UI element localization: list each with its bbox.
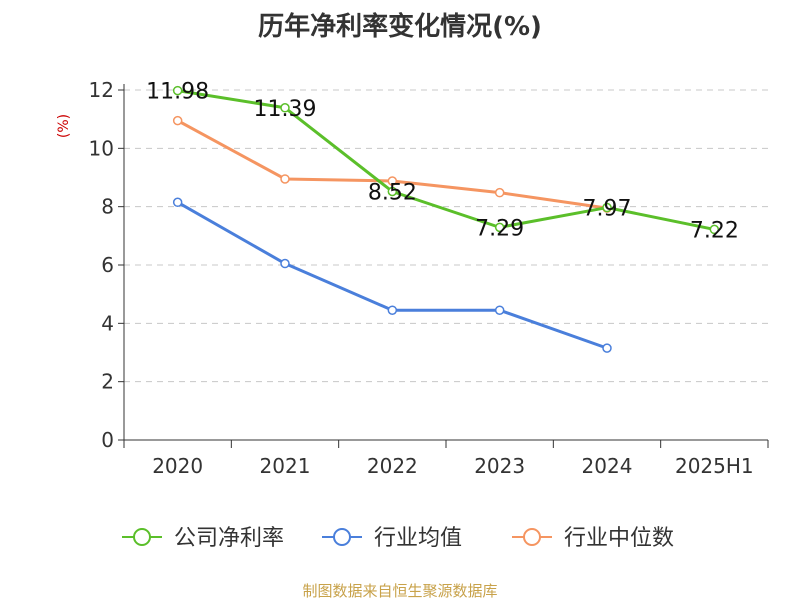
legend-item[interactable]: 行业中位数 [512, 526, 674, 551]
legend-label: 行业均值 [374, 526, 462, 551]
legend-item[interactable]: 公司净利率 [122, 526, 284, 551]
series-layer [172, 85, 720, 353]
data-labels: 11.98 11.39 8.52 7.29 7.97 7.22 [146, 80, 739, 244]
legend-marker [133, 528, 151, 546]
source-note: 制图数据来自恒生聚源数据库 [302, 582, 497, 600]
data-point[interactable] [602, 202, 612, 213]
data-label: 7.29 [475, 216, 524, 241]
data-point[interactable] [172, 197, 183, 208]
y-axis-label: (%) [56, 114, 72, 138]
legend-item[interactable]: 行业均值 [322, 526, 462, 551]
data-point[interactable] [602, 343, 612, 353]
series-line [176, 200, 608, 350]
x-tick-label: 2023 [474, 454, 525, 478]
y-tick-label: 2 [101, 370, 114, 394]
legend-marker [333, 528, 351, 546]
x-tick-label: 2021 [260, 454, 311, 478]
legend[interactable]: 公司净利率 行业均值 行业中位数 [122, 526, 674, 551]
data-point[interactable] [709, 224, 720, 235]
data-label: 7.97 [583, 197, 632, 222]
y-tick-label: 8 [101, 195, 114, 219]
data-label: 11.39 [254, 97, 317, 122]
chart-title: 历年净利率变化情况(%) [258, 11, 542, 42]
data-point[interactable] [387, 305, 398, 315]
y-tick-label: 6 [101, 253, 114, 277]
x-tick-label: 2025H1 [675, 454, 754, 478]
data-label: 11.98 [146, 80, 209, 105]
data-point[interactable] [387, 176, 398, 186]
y-tick-label: 12 [89, 78, 114, 102]
data-point[interactable] [280, 174, 290, 184]
axes: 0 2 4 6 8 10 12 2020 2021 2022 2023 2024 2025H1 [89, 78, 769, 478]
data-point[interactable] [280, 258, 290, 269]
y-tick-label: 0 [101, 428, 114, 452]
grid-lines [124, 89, 768, 383]
data-point[interactable] [172, 115, 183, 126]
x-tick-label: 2024 [582, 454, 633, 478]
data-point[interactable] [494, 305, 505, 315]
y-tick-label: 4 [101, 311, 114, 335]
legend-label: 公司净利率 [174, 526, 284, 551]
legend-marker [523, 528, 541, 546]
data-point[interactable] [172, 85, 183, 96]
data-point[interactable] [494, 187, 505, 198]
data-point[interactable] [494, 222, 505, 233]
data-point[interactable] [387, 186, 398, 197]
data-label: 8.52 [368, 181, 417, 206]
data-label: 7.22 [690, 218, 739, 243]
y-tick-label: 10 [89, 136, 114, 160]
x-tick-label: 2022 [367, 454, 418, 478]
legend-label: 行业中位数 [564, 526, 674, 551]
x-tick-label: 2020 [152, 454, 203, 478]
series-line [177, 89, 715, 231]
data-point[interactable] [280, 103, 290, 113]
